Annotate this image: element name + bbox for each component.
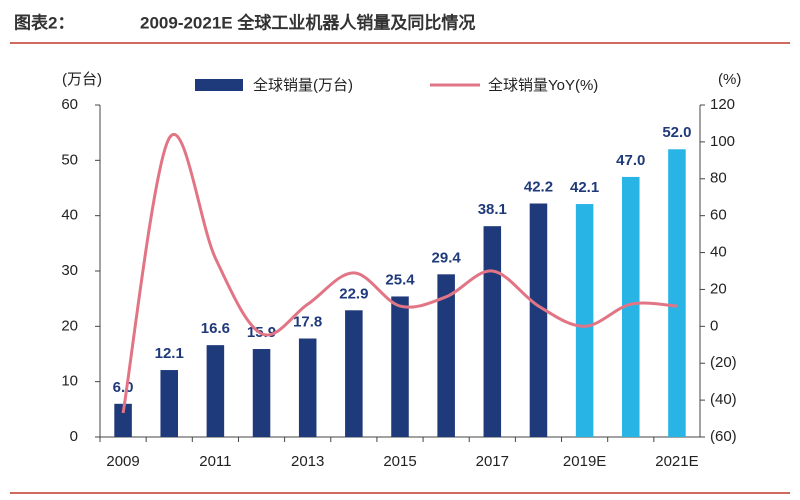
legend-swatch xyxy=(195,79,243,91)
y2-tick-label: 120 xyxy=(710,96,735,113)
y-tick-label: 60 xyxy=(61,96,78,113)
bar xyxy=(206,345,225,437)
bar xyxy=(437,274,455,437)
y-tick-label: 50 xyxy=(61,151,78,168)
value-label: 42.2 xyxy=(524,178,553,195)
legend-label: 全球销量YoY(%) xyxy=(488,76,598,94)
value-label: 16.6 xyxy=(201,320,230,337)
value-label: 47.0 xyxy=(616,152,645,169)
bar xyxy=(391,296,409,437)
figure-label: 图表2： xyxy=(14,12,74,32)
y2-axis-label: (%) xyxy=(718,71,741,88)
bar xyxy=(345,310,363,437)
y-axis-label: (万台) xyxy=(62,71,102,88)
y2-tick-label: (40) xyxy=(710,391,737,408)
y2-tick-label: (60) xyxy=(710,428,737,445)
value-label: 52.0 xyxy=(662,124,691,141)
y-tick-label: 0 xyxy=(70,428,78,445)
bar xyxy=(252,349,271,437)
yoy-line xyxy=(121,133,678,414)
bar xyxy=(160,370,178,437)
legend-label: 全球销量(万台) xyxy=(253,76,353,94)
value-label: 29.4 xyxy=(432,249,462,266)
y2-tick-label: 60 xyxy=(710,207,727,224)
y-tick-label: 20 xyxy=(61,317,78,334)
bar xyxy=(668,149,686,437)
y-tick-label: 30 xyxy=(61,262,78,279)
bar xyxy=(529,203,548,437)
bar xyxy=(622,176,640,437)
x-tick-label: 2017 xyxy=(476,453,509,470)
bar xyxy=(298,338,317,437)
x-tick-label: 2013 xyxy=(291,453,324,470)
x-tick-label: 2019E xyxy=(563,453,606,470)
value-label: 12.1 xyxy=(155,345,184,362)
bar xyxy=(114,403,132,437)
x-tick-label: 2015 xyxy=(383,453,416,470)
value-label: 38.1 xyxy=(478,201,507,218)
value-label: 22.9 xyxy=(339,285,368,302)
x-tick-label: 2021E xyxy=(655,453,698,470)
y2-tick-label: 100 xyxy=(710,133,735,150)
y2-tick-label: 0 xyxy=(710,317,718,334)
y2-tick-label: 80 xyxy=(710,170,727,187)
value-label: 6.0 xyxy=(113,379,134,396)
value-label: 17.8 xyxy=(293,313,322,330)
bar xyxy=(483,226,502,437)
y2-tick-label: (20) xyxy=(710,354,737,371)
value-label: 42.1 xyxy=(570,179,599,196)
chart-title: 2009-2021E 全球工业机器人销量及同比情况 xyxy=(140,12,475,32)
value-label: 25.4 xyxy=(385,271,415,288)
bar xyxy=(575,204,594,437)
x-tick-label: 2011 xyxy=(199,453,231,470)
y-tick-label: 40 xyxy=(61,207,78,224)
x-tick-label: 2009 xyxy=(106,453,139,470)
y2-tick-label: 20 xyxy=(710,280,727,297)
y2-tick-label: 40 xyxy=(710,244,727,261)
y-tick-label: 10 xyxy=(61,373,78,390)
